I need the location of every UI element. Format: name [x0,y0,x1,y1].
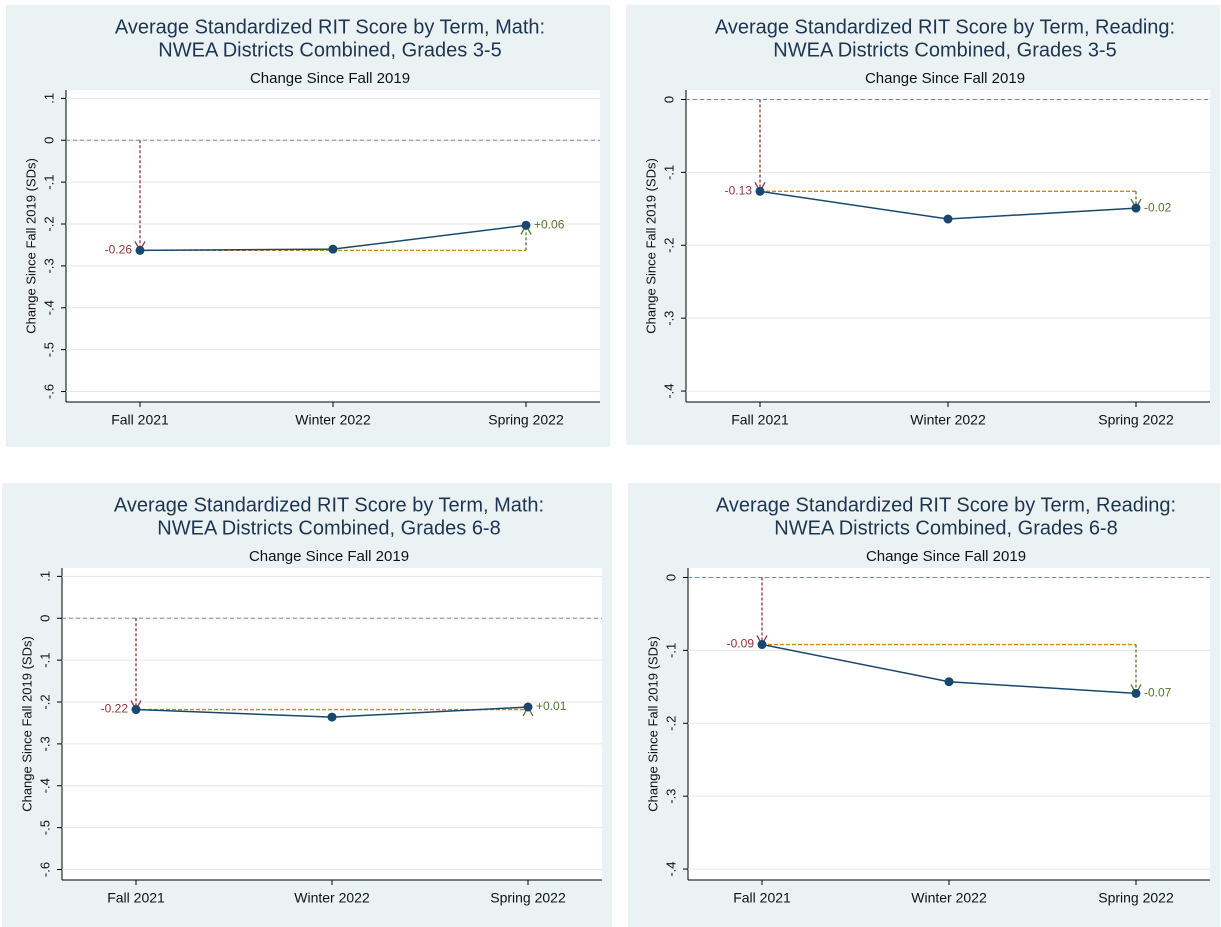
chart-subtitle: Change Since Fall 2019 [250,70,410,87]
plot-area [62,568,602,880]
y-tick-label: 0 [41,137,56,144]
x-tick-label: Winter 2022 [294,890,370,906]
data-point [523,702,533,712]
y-tick-label: -.2 [661,238,676,253]
y-tick-label: -.4 [37,778,52,793]
change-label: +0.06 [534,217,565,231]
y-tick-label: -.6 [37,862,52,877]
x-tick-label: Winter 2022 [295,412,371,428]
x-tick-label: Spring 2022 [488,412,564,428]
y-tick-label: -.5 [37,820,52,835]
data-point [521,220,531,230]
y-tick-label: -.1 [663,643,678,658]
chart-title: NWEA Districts Combined, Grades 6-8 [774,517,1117,539]
plot-area [686,90,1210,402]
x-tick-label: Fall 2021 [107,890,165,906]
plot-area [688,568,1210,880]
y-tick-label: -.3 [41,258,56,273]
y-tick-label: 0 [37,615,52,622]
x-tick-label: Spring 2022 [1098,412,1174,428]
chart-subtitle: Change Since Fall 2019 [865,70,1025,87]
data-point [328,244,338,254]
data-point [1131,688,1141,698]
data-point [1131,203,1141,213]
chart-title: Average Standardized RIT Score by Term, … [115,16,545,38]
chart: Average Standardized RIT Score by Term, … [2,483,612,927]
x-tick-label: Winter 2022 [911,890,987,906]
y-tick-label: -.1 [41,175,56,190]
y-tick-label: -.4 [661,383,676,398]
y-tick-label: -.3 [37,736,52,751]
chart-title: NWEA Districts Combined, Grades 3-5 [773,39,1116,61]
y-tick-label: .1 [37,571,52,582]
y-axis-label: Change Since Fall 2019 (SDs) [645,636,660,812]
data-point [135,245,145,255]
y-tick-label: -.3 [663,789,678,804]
change-label: -0.07 [1144,686,1172,700]
y-tick-label: 0 [663,574,678,581]
x-tick-label: Fall 2021 [111,412,169,428]
y-tick-label: -.4 [41,300,56,315]
y-tick-label: -.5 [41,342,56,357]
y-tick-label: -.2 [37,694,52,709]
x-tick-label: Spring 2022 [1098,890,1174,906]
y-tick-label: -.1 [37,653,52,668]
drop-label: -0.22 [101,702,129,716]
y-tick-label: -.6 [41,384,56,399]
y-tick-label: -.1 [661,165,676,180]
change-label: -0.02 [1144,200,1172,214]
x-tick-label: Winter 2022 [910,412,986,428]
y-tick-label: -.3 [661,311,676,326]
data-point [757,640,767,650]
x-tick-label: Fall 2021 [731,412,789,428]
y-tick-label: .1 [41,93,56,104]
chart-title: NWEA Districts Combined, Grades 3-5 [158,39,501,61]
chart-subtitle: Change Since Fall 2019 [866,548,1026,565]
data-point [944,677,954,687]
chart: Average Standardized RIT Score by Term, … [6,5,610,447]
data-point [131,705,141,715]
y-tick-label: -.2 [663,716,678,731]
y-tick-label: -.2 [41,216,56,231]
x-tick-label: Spring 2022 [490,890,566,906]
drop-label: -0.26 [105,243,133,257]
y-axis-label: Change Since Fall 2019 (SDs) [643,158,658,334]
y-axis-label: Change Since Fall 2019 (SDs) [23,158,38,334]
y-axis-label: Change Since Fall 2019 (SDs) [19,636,34,812]
y-tick-label: -.4 [663,861,678,876]
chart-title: NWEA Districts Combined, Grades 6-8 [157,517,500,539]
chart-subtitle: Change Since Fall 2019 [249,548,409,565]
drop-label: -0.13 [725,183,753,197]
x-tick-label: Fall 2021 [733,890,791,906]
data-point [943,214,953,224]
data-point [755,186,765,196]
chart: Average Standardized RIT Score by Term, … [626,5,1220,445]
drop-label: -0.09 [727,637,755,651]
chart-title: Average Standardized RIT Score by Term, … [114,494,544,516]
chart-title: Average Standardized RIT Score by Term, … [716,494,1176,516]
y-tick-label: 0 [661,96,676,103]
change-label: +0.01 [536,699,567,713]
chart: Average Standardized RIT Score by Term, … [628,483,1220,927]
chart-title: Average Standardized RIT Score by Term, … [715,16,1175,38]
data-point [327,712,337,722]
